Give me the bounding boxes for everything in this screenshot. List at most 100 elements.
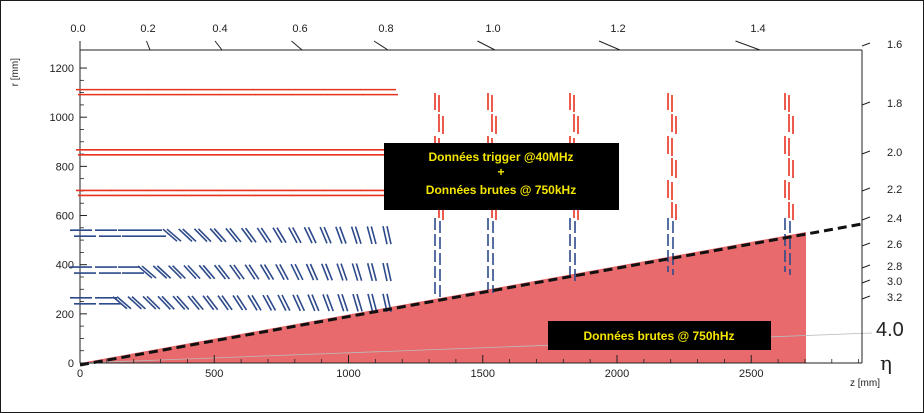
inner-barrel-tilted-module	[371, 293, 378, 312]
inner-barrel-tilted-module	[335, 226, 343, 244]
eta-axis-ticks: 1.6 1.8 2.0 2.2 2.4 2.6 2.8 3.0 3.2	[861, 39, 902, 363]
inner-barrel-tilted-module	[275, 263, 285, 281]
inner-barrel-tilted-module	[303, 226, 313, 244]
z-tick-label: 2500	[739, 368, 763, 380]
inner-barrel-tilted-module	[262, 294, 273, 311]
eta-tick	[861, 295, 871, 300]
inner-barrel-tilted-module	[281, 294, 291, 311]
inner-barrel-tilted-module	[244, 227, 257, 243]
top-tick-label: 0.6	[292, 23, 307, 35]
inner-barrel-tilted-module	[366, 263, 374, 282]
eta-tick-label: 2.2	[887, 184, 902, 196]
inner-barrel-tilted-module	[260, 227, 272, 243]
trigger-callout-line1: Données trigger @40MHz	[428, 150, 573, 164]
r-tick-label: 1000	[50, 112, 74, 124]
inner-barrel-tilted-module	[247, 294, 258, 311]
inner-barrel-tilted-module	[142, 295, 157, 310]
inner-barrel-tilted-module	[183, 264, 197, 280]
trigger-callout-plus: +	[497, 165, 504, 179]
z-tick-label: 1500	[471, 368, 495, 380]
inner-barrel-tilted-module	[229, 264, 241, 280]
inner-barrel-tilted-module	[172, 295, 186, 310]
z-tick-label: 0	[77, 368, 83, 380]
r-tick-label: 400	[56, 260, 74, 272]
inner-barrel-tilted-module	[202, 264, 216, 280]
eta-tick-label: 1.6	[887, 39, 902, 51]
inner-barrel-tilted-module	[325, 263, 333, 281]
eta-tick	[861, 187, 871, 192]
inner-barrel-tilted-module	[157, 295, 171, 310]
inner-barrel-tilted-module	[307, 294, 316, 312]
z-axis-ticks: 0 500 1000 1500 2000 2500	[77, 355, 860, 380]
inner-barrel-tilted-module	[290, 263, 300, 281]
eta-tick	[861, 101, 871, 106]
top-tick	[291, 40, 303, 51]
inner-barrel-tilted-module	[187, 264, 201, 280]
raw-callout-text: Données brutes @ 750hHz	[583, 329, 734, 343]
inner-barrel-tilted-module	[350, 226, 358, 244]
inner-barrel-tilted-module	[233, 264, 245, 280]
inner-barrel-tilted-module	[229, 227, 242, 243]
top-tick	[214, 40, 223, 51]
top-tick-label: 0.4	[212, 23, 227, 35]
inner-barrel-tilted-module	[382, 262, 388, 282]
inner-barrel-tilted-module	[141, 265, 157, 279]
inner-barrel-tilted-module	[178, 228, 193, 242]
eta-tick-label: 2.4	[887, 213, 902, 225]
inner-barrel-tilted-module	[272, 227, 283, 244]
inner-barrel-tilted-module	[152, 265, 168, 279]
inner-barrel-tilted-module	[217, 264, 231, 280]
inner-barrel-tilted-module	[355, 263, 363, 281]
top-axis-ticks: 0.0 0.2 0.4 0.6 0.8 1.0 1.2 1.4	[70, 23, 766, 51]
inner-barrel-tilted-module	[311, 294, 320, 312]
inner-barrel-tilted-module	[352, 293, 359, 312]
eta-tick-label: 1.8	[887, 98, 902, 110]
z-axis-title: z [mm]	[850, 378, 880, 389]
inner-barrel-tilted-module	[213, 264, 227, 280]
inner-tracker-disks	[434, 218, 791, 297]
r-tick-label: 200	[56, 309, 74, 321]
inner-barrel-tilted-module	[319, 226, 328, 244]
inner-barrel-tilted-module	[305, 263, 315, 281]
r-axis-title: r [mm]	[10, 58, 21, 87]
top-tick	[598, 40, 621, 51]
inner-barrel-tilted-module	[232, 295, 244, 311]
inner-barrel-tilted-module	[309, 263, 319, 281]
inner-barrel-tilted-module	[341, 294, 349, 312]
inner-barrel-tilted-module	[182, 228, 197, 242]
inner-barrel-tilted-module	[202, 295, 215, 311]
inner-barrel-tilted-module	[248, 264, 260, 280]
top-tick-label: 0.2	[140, 23, 155, 35]
inner-barrel-tilted-module	[116, 296, 132, 310]
eta-symbol: η	[880, 351, 892, 375]
inner-barrel-tilted-module	[386, 226, 392, 245]
inner-barrel-tilted-module	[263, 264, 275, 280]
top-tick-label: 1.0	[485, 23, 500, 35]
inner-barrel-tilted-module	[370, 263, 378, 282]
inner-barrel-tilted-module	[112, 296, 128, 310]
inner-barrel-tilted-module	[339, 226, 347, 244]
inner-barrel-tilted-module	[337, 294, 345, 312]
inner-barrel-tilted-module	[191, 295, 204, 311]
r-axis-ticks: 0 200 400 600 800 1000 1200	[50, 63, 87, 370]
trigger-callout-line2: Données brutes @ 750kHz	[426, 183, 576, 197]
top-tick	[735, 40, 761, 51]
inner-barrel-tilted-module	[356, 293, 363, 312]
inner-barrel-tilted-module	[386, 262, 392, 282]
inner-barrel-tilted-module	[366, 226, 373, 245]
inner-barrel-tilted-module	[172, 265, 186, 279]
inner-barrel-tilted-module	[294, 263, 304, 281]
eta-tick	[861, 42, 871, 47]
inner-barrel-tilted-module	[336, 263, 344, 281]
inner-barrel-tilted-module	[307, 226, 317, 244]
trigger-callout-box	[384, 143, 619, 210]
inner-barrel-tilted-module	[292, 227, 302, 244]
inner-barrel-tilted-module	[168, 265, 182, 279]
inner-barrel-tilted-module	[370, 226, 377, 245]
eta-tick	[861, 150, 871, 155]
raw-callout-box	[548, 321, 771, 350]
r-tick-label: 600	[56, 211, 74, 223]
acceptance-boundary-line	[79, 222, 863, 367]
inner-barrel-tilted-module	[225, 227, 238, 243]
